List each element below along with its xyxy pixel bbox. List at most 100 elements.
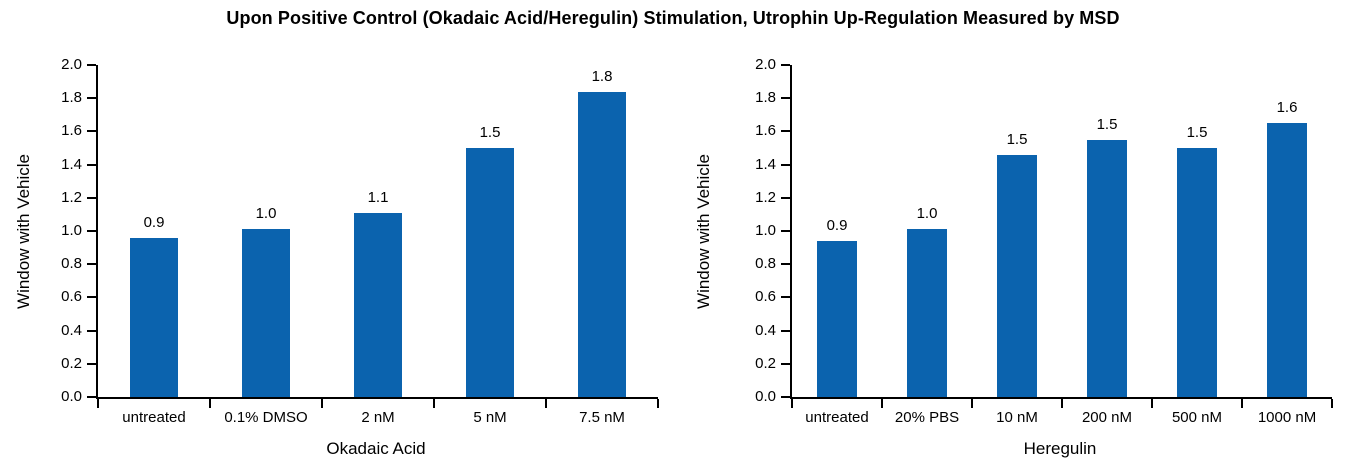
y-tick bbox=[87, 230, 96, 232]
y-tick-label: 1.6 bbox=[755, 122, 776, 140]
x-tick bbox=[791, 399, 793, 408]
bar-value-label: 1.5 bbox=[1096, 115, 1118, 133]
bar-value-label: 0.9 bbox=[826, 216, 848, 234]
y-tick-label: 0.4 bbox=[61, 321, 82, 339]
y-tick bbox=[781, 396, 790, 398]
bar-value-label: 1.0 bbox=[916, 205, 938, 223]
bar bbox=[466, 148, 514, 397]
figure-title: Upon Positive Control (Okadaic Acid/Here… bbox=[226, 8, 1120, 28]
y-tick bbox=[87, 97, 96, 100]
y-tick-label: 1.4 bbox=[61, 155, 82, 173]
category-label: 5 nM bbox=[473, 409, 507, 426]
x-tick bbox=[545, 399, 547, 408]
x-tick bbox=[209, 399, 211, 408]
y-tick-label: 0.0 bbox=[61, 388, 82, 405]
y-tick-label: 1.2 bbox=[755, 188, 776, 206]
x-tick bbox=[1151, 399, 1153, 408]
x-tick bbox=[1061, 399, 1063, 408]
category-label: 7.5 nM bbox=[579, 409, 625, 426]
bar-value-label: 1.5 bbox=[1186, 124, 1208, 141]
y-tick-label: 1.6 bbox=[61, 122, 82, 140]
x-tick bbox=[1331, 399, 1333, 408]
y-tick-label: 2.0 bbox=[61, 56, 82, 73]
y-tick-label: 1.0 bbox=[61, 222, 82, 239]
bar bbox=[907, 229, 947, 397]
x-tick bbox=[433, 399, 435, 408]
x-axis-title: Heregulin bbox=[1023, 439, 1097, 458]
y-tick-label: 0.8 bbox=[61, 255, 82, 273]
y-tick bbox=[781, 130, 790, 133]
bar bbox=[578, 91, 626, 397]
y-tick-label: 1.8 bbox=[755, 89, 776, 107]
y-tick bbox=[87, 196, 96, 199]
bar bbox=[1267, 123, 1307, 397]
bar bbox=[1087, 139, 1127, 397]
bar bbox=[997, 154, 1037, 397]
y-tick bbox=[87, 130, 96, 133]
x-tick bbox=[971, 399, 973, 408]
y-tick-label: 0.6 bbox=[61, 288, 82, 306]
x-tick bbox=[321, 399, 323, 408]
bar-value-label: 0.9 bbox=[143, 213, 165, 231]
y-tick bbox=[781, 362, 790, 365]
category-label: 200 nM bbox=[1081, 409, 1133, 426]
category-label: 20% PBS bbox=[894, 409, 960, 426]
y-tick-label: 2.0 bbox=[755, 56, 776, 73]
y-tick-label: 0.8 bbox=[755, 255, 776, 273]
y-tick bbox=[781, 163, 790, 166]
y-tick-label: 0.4 bbox=[755, 321, 776, 339]
bar-value-label: 1.0 bbox=[255, 205, 277, 223]
category-label: 0.1% DMSO bbox=[224, 409, 308, 426]
x-axis-title: Okadaic Acid bbox=[326, 439, 426, 458]
bar-value-label: 1.8 bbox=[591, 67, 613, 85]
y-tick bbox=[781, 230, 790, 232]
y-axis-label-text: Window with Vehicle bbox=[694, 153, 713, 309]
bar-value-label: 1.1 bbox=[367, 188, 389, 206]
y-tick-label: 1.0 bbox=[755, 222, 776, 239]
category-label: untreated bbox=[122, 409, 186, 426]
y-tick-label: 0.0 bbox=[755, 388, 776, 405]
y-tick bbox=[781, 97, 790, 100]
bar bbox=[130, 237, 178, 397]
plot-area: 0.0 0.2 0.4 0.6 0.8 1.0 1.2 1.4 1.6 1.8 2.0 0.9 untr… bbox=[755, 56, 1333, 426]
bar-value-label: 1.6 bbox=[1276, 99, 1298, 117]
category-label: 500 nM bbox=[1171, 409, 1223, 426]
y-tick bbox=[87, 64, 96, 66]
y-tick-label: 1.4 bbox=[755, 155, 776, 173]
category-label: 2 nM bbox=[361, 409, 395, 426]
y-tick-label: 0.2 bbox=[755, 354, 776, 372]
x-tick bbox=[1241, 399, 1243, 408]
bar bbox=[1177, 148, 1217, 397]
y-tick-label: 0.2 bbox=[61, 354, 82, 372]
y-tick bbox=[781, 196, 790, 199]
y-tick-label: 1.2 bbox=[61, 188, 82, 206]
y-tick bbox=[87, 396, 96, 398]
y-axis-label: Window with Vehicle bbox=[688, 65, 720, 397]
category-label: untreated bbox=[805, 409, 869, 426]
bar bbox=[817, 240, 857, 397]
x-tick bbox=[97, 399, 99, 408]
y-tick bbox=[87, 329, 96, 332]
y-tick bbox=[87, 362, 96, 365]
bar bbox=[242, 229, 290, 397]
bar-value-label: 1.5 bbox=[1006, 130, 1028, 148]
y-tick bbox=[781, 64, 790, 66]
y-tick bbox=[781, 263, 790, 266]
y-tick-label: 0.6 bbox=[755, 288, 776, 306]
category-label: 10 nM bbox=[996, 409, 1038, 426]
plot-area: 0.0 0.2 0.4 0.6 0.8 1.0 1.2 1.4 1.6 1.8 2.0 0.9 untr… bbox=[61, 56, 659, 426]
y-tick-label: 1.8 bbox=[61, 89, 82, 107]
bar bbox=[354, 212, 402, 397]
x-tick bbox=[881, 399, 883, 408]
x-tick bbox=[657, 399, 659, 408]
y-tick bbox=[87, 296, 96, 299]
category-label: 1000 nM bbox=[1257, 409, 1317, 426]
y-tick bbox=[781, 296, 790, 299]
bar-value-label: 1.5 bbox=[479, 124, 501, 141]
y-tick bbox=[87, 263, 96, 266]
y-tick bbox=[781, 329, 790, 332]
y-tick bbox=[87, 163, 96, 166]
